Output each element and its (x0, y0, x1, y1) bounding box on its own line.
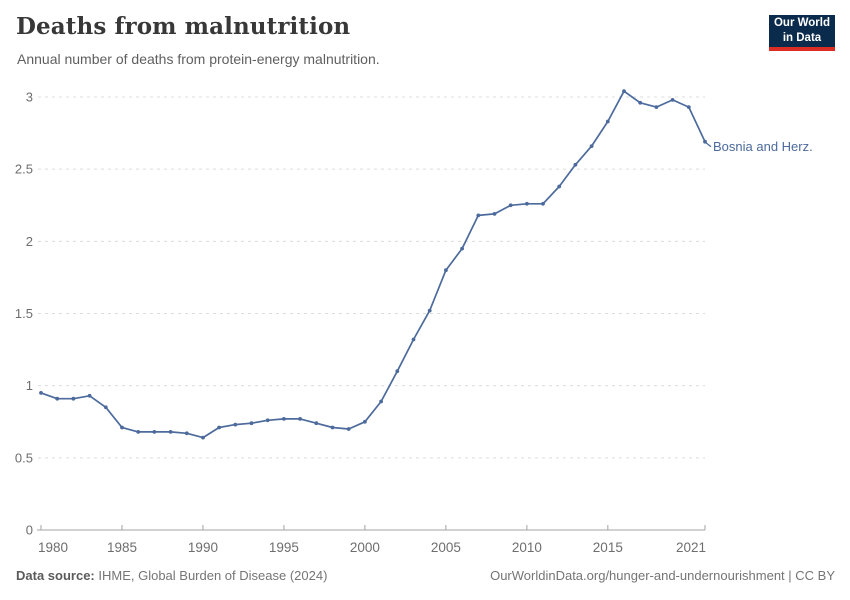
svg-text:0: 0 (26, 523, 33, 538)
owid-logo[interactable]: Our World in Data (769, 15, 835, 51)
chart-title: Deaths from malnutrition (16, 13, 351, 40)
svg-text:1985: 1985 (107, 540, 137, 555)
svg-text:1.5: 1.5 (15, 306, 33, 321)
svg-text:2000: 2000 (350, 540, 380, 555)
data-line[interactable] (40, 90, 706, 439)
owid-logo-line2: in Data (782, 32, 822, 44)
owid-logo-line1: Our World (773, 17, 830, 30)
svg-text:1: 1 (26, 378, 33, 393)
svg-text:2021: 2021 (676, 540, 706, 555)
entity-label: Bosnia and Herz. (705, 139, 813, 154)
svg-text:2: 2 (26, 234, 33, 249)
svg-text:0.5: 0.5 (15, 450, 33, 465)
gridlines (38, 96, 705, 459)
svg-text:1990: 1990 (188, 540, 218, 555)
x-axis (37, 525, 706, 531)
svg-text:2015: 2015 (593, 540, 623, 555)
svg-text:2005: 2005 (431, 540, 461, 555)
x-axis-labels: 1980 1985 1990 1995 2000 2005 2010 2015 2021 (38, 540, 706, 555)
svg-text:1980: 1980 (38, 540, 68, 555)
data-source-label: Data source: (16, 568, 95, 583)
svg-text:Bosnia and Herz.: Bosnia and Herz. (713, 139, 813, 154)
footer-citation-link[interactable]: OurWorldinData.org/hunger-and-undernouri… (490, 568, 835, 583)
chart-subtitle: Annual number of deaths from protein-ene… (17, 51, 380, 67)
y-axis-labels: 0 0.5 1 1.5 2 2.5 3 (15, 90, 33, 538)
svg-text:2010: 2010 (512, 540, 542, 555)
data-source-note: Data source: IHME, Global Burden of Dise… (16, 568, 327, 583)
data-points (39, 89, 707, 440)
data-source-text: IHME, Global Burden of Disease (2024) (94, 568, 328, 583)
svg-text:3: 3 (26, 90, 33, 105)
svg-text:1995: 1995 (269, 540, 299, 555)
svg-text:2.5: 2.5 (15, 162, 33, 177)
